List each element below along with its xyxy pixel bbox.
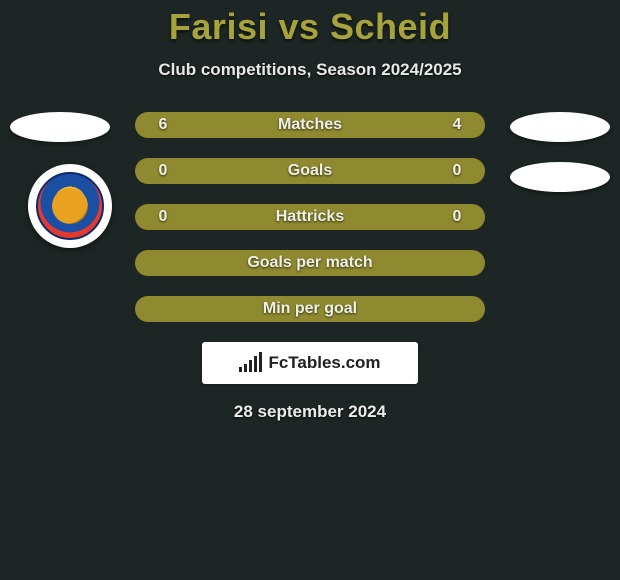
stats-area: 6 Matches 4 0 Goals 0 0 Hattricks 0 Goal… — [0, 112, 620, 322]
stat-label: Matches — [175, 116, 445, 134]
stat-label: Min per goal — [135, 300, 485, 318]
club-badge-art — [36, 172, 104, 240]
stat-pill-hattricks: 0 Hattricks 0 — [135, 204, 485, 230]
stat-left-value: 0 — [151, 162, 175, 180]
player-right-logo-2 — [510, 162, 610, 192]
stat-right-value: 4 — [445, 116, 469, 134]
brand-bars-icon — [239, 354, 262, 372]
stat-left-value: 0 — [151, 208, 175, 226]
date-stamp: 28 september 2024 — [0, 402, 620, 422]
stat-row: Min per goal — [0, 296, 620, 322]
brand-box[interactable]: FcTables.com — [202, 342, 418, 384]
stat-pill-gpm: Goals per match — [135, 250, 485, 276]
club-badge — [28, 164, 112, 248]
stat-right-value: 0 — [445, 162, 469, 180]
stat-label: Goals per match — [135, 254, 485, 272]
page-title: Farisi vs Scheid — [0, 0, 620, 48]
stat-pill-matches: 6 Matches 4 — [135, 112, 485, 138]
content-root: Farisi vs Scheid Club competitions, Seas… — [0, 0, 620, 580]
brand-text: FcTables.com — [268, 353, 380, 373]
subtitle: Club competitions, Season 2024/2025 — [0, 60, 620, 80]
stat-pill-goals: 0 Goals 0 — [135, 158, 485, 184]
stat-label: Hattricks — [175, 208, 445, 226]
stat-right-value: 0 — [445, 208, 469, 226]
player-left-logo — [10, 112, 110, 142]
stat-row: Goals per match — [0, 250, 620, 276]
player-right-logo-1 — [510, 112, 610, 142]
stat-label: Goals — [175, 162, 445, 180]
stat-left-value: 6 — [151, 116, 175, 134]
stat-pill-mpg: Min per goal — [135, 296, 485, 322]
